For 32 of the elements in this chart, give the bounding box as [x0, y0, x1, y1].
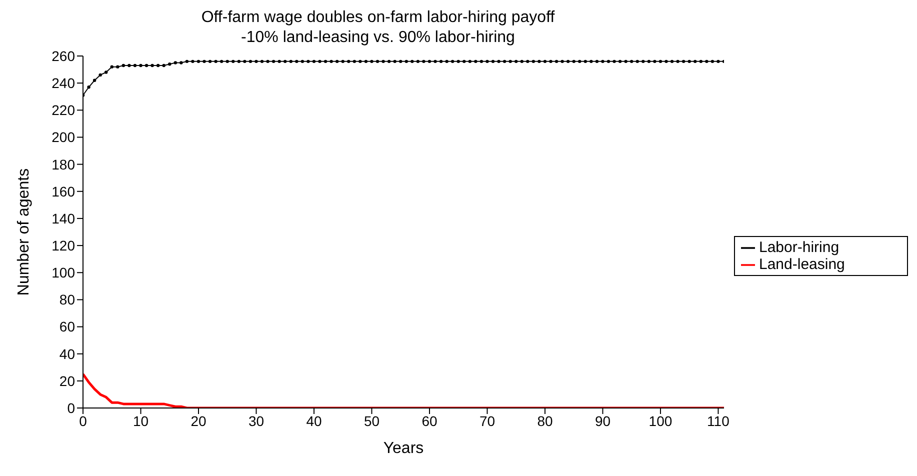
x-tick-label: 30 [248, 412, 264, 429]
y-tick-label: 220 [52, 102, 76, 118]
legend-label: Land-leasing [759, 256, 845, 272]
y-tick-label: 60 [59, 318, 76, 335]
x-tick-label: 0 [79, 412, 88, 429]
x-tick-label: 110 [707, 412, 730, 429]
y-tick-label: 20 [59, 372, 76, 389]
y-tick-label: 180 [52, 156, 76, 172]
y-tick-label: 100 [52, 264, 76, 281]
y-tick-label: 260 [52, 48, 76, 64]
x-tick-label: 100 [648, 412, 672, 429]
y-tick-label: 120 [52, 238, 76, 254]
x-tick-label: 80 [537, 412, 553, 429]
legend-label: Labor-hiring [759, 238, 840, 256]
y-tick-label: 140 [52, 210, 76, 226]
x-tick-label: 60 [422, 412, 438, 429]
y-axis-title: Number of agents [16, 168, 33, 296]
x-tick-label: 40 [306, 412, 322, 429]
y-tick-label: 0 [67, 400, 76, 416]
x-tick-label: 50 [364, 412, 380, 429]
y-tick-label: 40 [59, 346, 76, 362]
y-tick-label: 240 [52, 75, 76, 92]
y-tick-label: 200 [52, 129, 76, 146]
x-tick-label: 20 [190, 412, 206, 429]
x-tick-label: 70 [479, 412, 496, 429]
chart-subtitle: -10% land-leasing vs. 90% labor-hiring [240, 28, 516, 48]
y-tick-label: 80 [59, 292, 76, 308]
chart-title: Off-farm wage doubles on-farm labor-hiring payoff [200, 8, 556, 28]
x-tick-label: 10 [132, 412, 149, 429]
x-tick-label: 90 [594, 412, 611, 429]
x-axis-title: Years [383, 440, 424, 457]
y-tick-label: 160 [52, 183, 76, 200]
